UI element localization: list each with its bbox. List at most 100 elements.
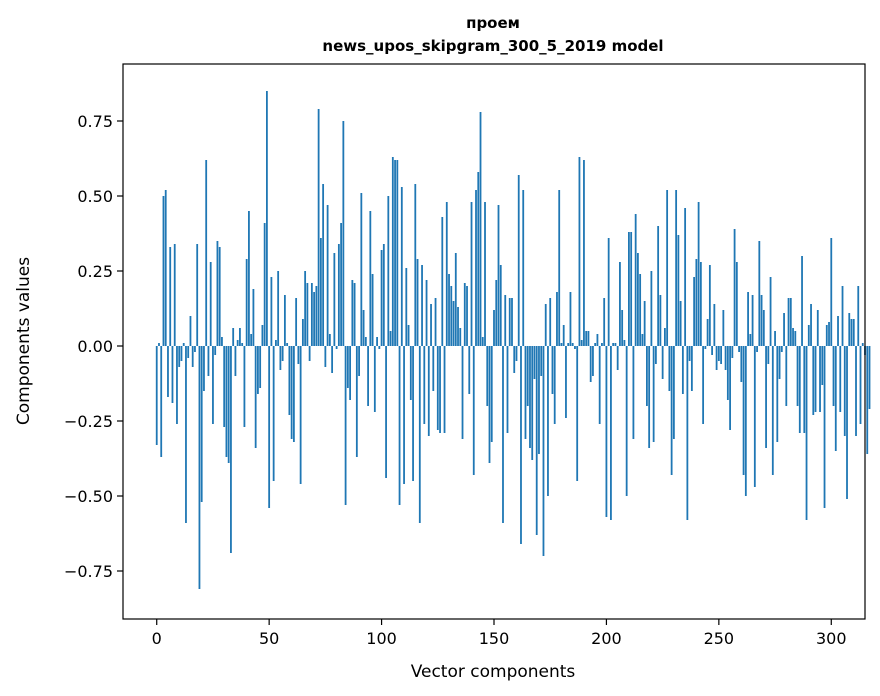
bar	[488, 346, 491, 463]
bar	[295, 298, 298, 346]
bar	[513, 346, 516, 373]
bar	[794, 331, 797, 346]
bar	[173, 244, 176, 346]
bar	[459, 328, 462, 346]
bar	[434, 298, 437, 346]
bar	[337, 244, 340, 346]
bar	[292, 346, 295, 442]
bar	[252, 289, 255, 346]
bar	[742, 346, 745, 475]
bar	[158, 343, 160, 346]
bar	[621, 310, 624, 346]
bar	[378, 346, 381, 349]
bar	[535, 346, 538, 535]
bar	[816, 310, 819, 346]
bar	[266, 91, 268, 346]
bar	[580, 340, 583, 346]
bar	[457, 307, 459, 346]
bar	[740, 346, 743, 382]
bar	[659, 295, 662, 346]
bar	[382, 244, 385, 346]
bar	[603, 298, 606, 346]
bar	[549, 298, 552, 346]
bar	[436, 346, 439, 430]
bar	[751, 295, 754, 346]
bar	[391, 157, 394, 346]
bar	[477, 172, 480, 346]
bar	[643, 301, 646, 346]
bar	[677, 235, 680, 346]
bar	[663, 328, 666, 346]
bar	[848, 313, 851, 346]
bar	[695, 259, 698, 346]
bar	[448, 274, 450, 346]
bar	[556, 292, 558, 346]
bar	[758, 241, 761, 346]
y-tick-label: −0.75	[64, 562, 113, 581]
bar	[684, 208, 687, 346]
bar	[160, 346, 163, 457]
bar	[259, 346, 262, 388]
bar	[326, 205, 329, 346]
bar	[529, 346, 531, 448]
bar	[502, 346, 504, 523]
bar	[679, 301, 682, 346]
bar	[466, 286, 468, 346]
bar	[571, 343, 574, 346]
bar	[585, 331, 588, 346]
bar	[355, 346, 358, 457]
bar	[400, 187, 403, 346]
bar	[771, 346, 774, 475]
bar	[185, 346, 187, 523]
bar	[443, 346, 446, 433]
bar	[560, 343, 563, 346]
bar	[630, 232, 633, 346]
bar	[612, 343, 615, 346]
bar	[738, 346, 740, 352]
bar	[652, 346, 655, 442]
bar	[324, 346, 327, 367]
chart-title: проем	[466, 14, 520, 32]
bar	[349, 346, 351, 400]
bar	[749, 334, 752, 346]
x-tick-label: 100	[366, 629, 397, 648]
y-axis-ticks: −0.75 −0.50 −0.25 0.00 0.25 0.50 0.75	[64, 112, 123, 581]
bar	[470, 202, 473, 346]
bar	[198, 346, 201, 589]
bar	[310, 283, 313, 346]
x-axis-label: Vector components	[411, 662, 576, 682]
bar	[657, 226, 660, 346]
bar	[565, 346, 567, 418]
bar	[241, 343, 244, 346]
bar	[699, 262, 702, 346]
bar	[756, 346, 758, 352]
bar	[511, 298, 513, 346]
bar	[798, 346, 801, 433]
x-tick-label: 50	[259, 629, 279, 648]
bar	[227, 346, 230, 463]
bar	[475, 190, 477, 346]
bar	[522, 190, 525, 346]
bar	[729, 346, 731, 430]
bar	[421, 265, 423, 346]
bar	[493, 310, 495, 346]
bar	[574, 346, 576, 349]
bar	[230, 346, 232, 553]
bars-group	[155, 91, 871, 589]
bar	[164, 190, 167, 346]
bar	[191, 346, 194, 367]
bar	[792, 328, 794, 346]
bar	[214, 346, 217, 355]
bar	[234, 346, 237, 376]
bar	[221, 337, 223, 346]
bar	[167, 346, 169, 397]
bar	[623, 340, 626, 346]
bar	[263, 223, 266, 346]
bar	[634, 214, 637, 346]
bar	[407, 325, 410, 346]
bar	[418, 346, 421, 523]
bar	[722, 310, 725, 346]
bar	[239, 328, 241, 346]
bar	[666, 190, 669, 346]
